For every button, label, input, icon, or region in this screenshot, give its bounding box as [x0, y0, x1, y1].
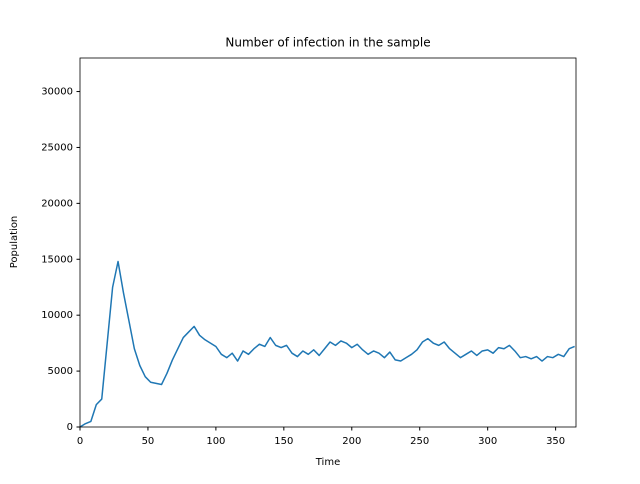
x-tick-label: 100	[206, 436, 225, 447]
x-tick-label: 150	[274, 436, 293, 447]
x-axis-label: Time	[315, 457, 340, 468]
y-axis-label: Population	[9, 216, 20, 269]
x-tick-label: 350	[546, 436, 565, 447]
x-tick-label: 0	[77, 436, 83, 447]
y-tick-label: 5000	[48, 366, 73, 377]
x-tick-label: 50	[142, 436, 155, 447]
y-tick-label: 0	[67, 422, 73, 433]
y-tick-label: 15000	[41, 254, 73, 265]
x-tick-label: 200	[342, 436, 361, 447]
y-tick-label: 30000	[41, 87, 73, 98]
chart-title: Number of infection in the sample	[225, 36, 430, 50]
y-tick-label: 20000	[41, 198, 73, 209]
line-series	[79, 260, 575, 428]
x-tick-label: 250	[410, 436, 429, 447]
y-tick-label: 10000	[41, 310, 73, 321]
plot-frame	[79, 57, 577, 428]
y-tick-label: 25000	[41, 142, 73, 153]
x-tick-label: 300	[478, 436, 497, 447]
